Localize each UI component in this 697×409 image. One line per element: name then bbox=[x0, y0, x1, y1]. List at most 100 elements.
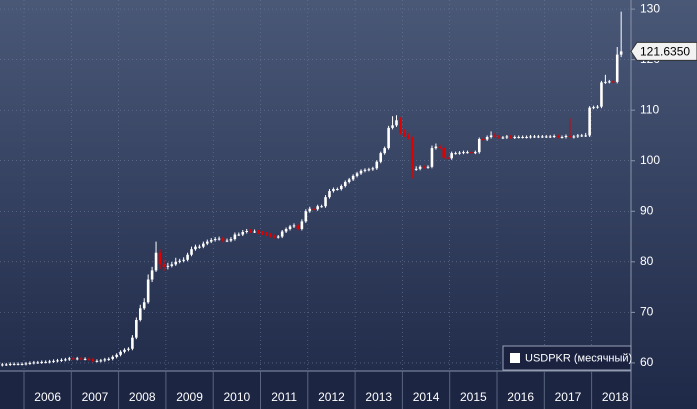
candle-body bbox=[351, 175, 355, 180]
candle-body bbox=[568, 135, 572, 137]
x-tick-label: 2014 bbox=[413, 390, 440, 404]
candle-body bbox=[604, 81, 607, 83]
candle-body bbox=[229, 239, 233, 241]
candle-body bbox=[537, 136, 540, 138]
candle-body bbox=[261, 232, 264, 234]
candle-body bbox=[4, 364, 8, 366]
candle-body bbox=[79, 358, 83, 360]
x-tick-label: 2015 bbox=[460, 390, 487, 404]
candle-body bbox=[564, 135, 568, 137]
candle-body bbox=[91, 359, 95, 361]
candle-body bbox=[477, 138, 481, 153]
candle-body bbox=[434, 146, 438, 149]
candle-body bbox=[111, 356, 114, 359]
candle-body bbox=[521, 136, 524, 138]
candle-body bbox=[308, 208, 312, 212]
candle-body bbox=[217, 238, 221, 240]
last-value-box bbox=[630, 41, 697, 61]
candle-body bbox=[454, 153, 457, 155]
candle-body bbox=[359, 170, 363, 174]
candle-body bbox=[138, 308, 142, 320]
candle-body bbox=[245, 230, 249, 233]
candle-body bbox=[56, 360, 59, 362]
candle-body bbox=[399, 120, 402, 133]
x-axis-strip bbox=[0, 371, 631, 409]
candle-body bbox=[525, 136, 528, 138]
candle-body bbox=[107, 358, 111, 360]
candle-body bbox=[284, 228, 288, 232]
candle-body bbox=[556, 135, 560, 137]
candle-body bbox=[458, 152, 461, 154]
candle-body bbox=[611, 81, 615, 83]
candle-body bbox=[257, 231, 260, 233]
candle-body bbox=[379, 153, 383, 162]
candle-body bbox=[8, 363, 12, 365]
y-tick-label: 130 bbox=[640, 1, 660, 15]
candle-body bbox=[371, 168, 375, 170]
candle-body bbox=[347, 179, 351, 182]
candle-body bbox=[32, 362, 36, 364]
candle-body bbox=[170, 264, 174, 266]
candle-body bbox=[36, 362, 40, 364]
candle-body bbox=[517, 136, 520, 138]
last-value-label: 121.6350 bbox=[640, 45, 690, 59]
candle-body bbox=[422, 166, 426, 168]
x-tick-label: 2018 bbox=[602, 390, 629, 404]
candle-body bbox=[316, 206, 319, 210]
candle-body bbox=[336, 189, 339, 191]
candle-body bbox=[414, 168, 418, 170]
candle-body bbox=[615, 54, 619, 82]
candle-body bbox=[237, 234, 241, 236]
candle-body bbox=[407, 135, 410, 138]
candle-body bbox=[548, 136, 552, 138]
candle-body bbox=[481, 138, 485, 140]
candle-body bbox=[115, 354, 118, 357]
candle-body bbox=[87, 358, 91, 360]
candle-body bbox=[280, 231, 284, 237]
candle-body bbox=[363, 169, 367, 171]
candle-body bbox=[501, 137, 505, 139]
candle-body bbox=[154, 252, 158, 271]
legend-swatch bbox=[510, 353, 520, 363]
candle-body bbox=[99, 360, 103, 362]
candle-body bbox=[75, 358, 79, 360]
legend: USDPKR (месячный) bbox=[502, 345, 632, 371]
candle-body bbox=[328, 191, 331, 198]
candle-body bbox=[209, 240, 213, 242]
candle-body bbox=[40, 361, 44, 363]
candle-body bbox=[619, 51, 623, 55]
candle-body bbox=[320, 206, 323, 208]
candle-body bbox=[131, 337, 134, 349]
candle-body bbox=[418, 166, 422, 169]
candle-body bbox=[95, 360, 99, 362]
candle-body bbox=[489, 135, 493, 137]
candle-body bbox=[541, 136, 544, 138]
candle-body bbox=[292, 225, 296, 227]
candle-body bbox=[509, 136, 513, 138]
candle-body bbox=[592, 107, 595, 109]
candle-body bbox=[572, 136, 576, 138]
candle-body bbox=[300, 221, 304, 229]
candle-body bbox=[312, 208, 316, 210]
y-tick-label: 100 bbox=[640, 153, 660, 167]
candle-body bbox=[182, 259, 185, 261]
candle-body bbox=[198, 246, 201, 248]
candle-body bbox=[462, 152, 465, 154]
candle-body bbox=[20, 363, 24, 365]
candle-body bbox=[560, 136, 564, 138]
candle-body bbox=[450, 153, 453, 159]
y-tick-label: 60 bbox=[640, 355, 654, 369]
candle-body bbox=[68, 358, 71, 360]
candle-body bbox=[64, 359, 67, 361]
candle-body bbox=[253, 231, 256, 233]
x-tick-label: 2008 bbox=[129, 390, 156, 404]
candle-body bbox=[497, 136, 501, 138]
candle-body bbox=[123, 349, 126, 352]
candle-body bbox=[194, 246, 197, 250]
candle-body bbox=[438, 146, 442, 149]
candle-body bbox=[60, 359, 63, 361]
candle-body bbox=[142, 302, 146, 309]
candle-body bbox=[332, 189, 335, 192]
candle-body bbox=[146, 279, 150, 303]
